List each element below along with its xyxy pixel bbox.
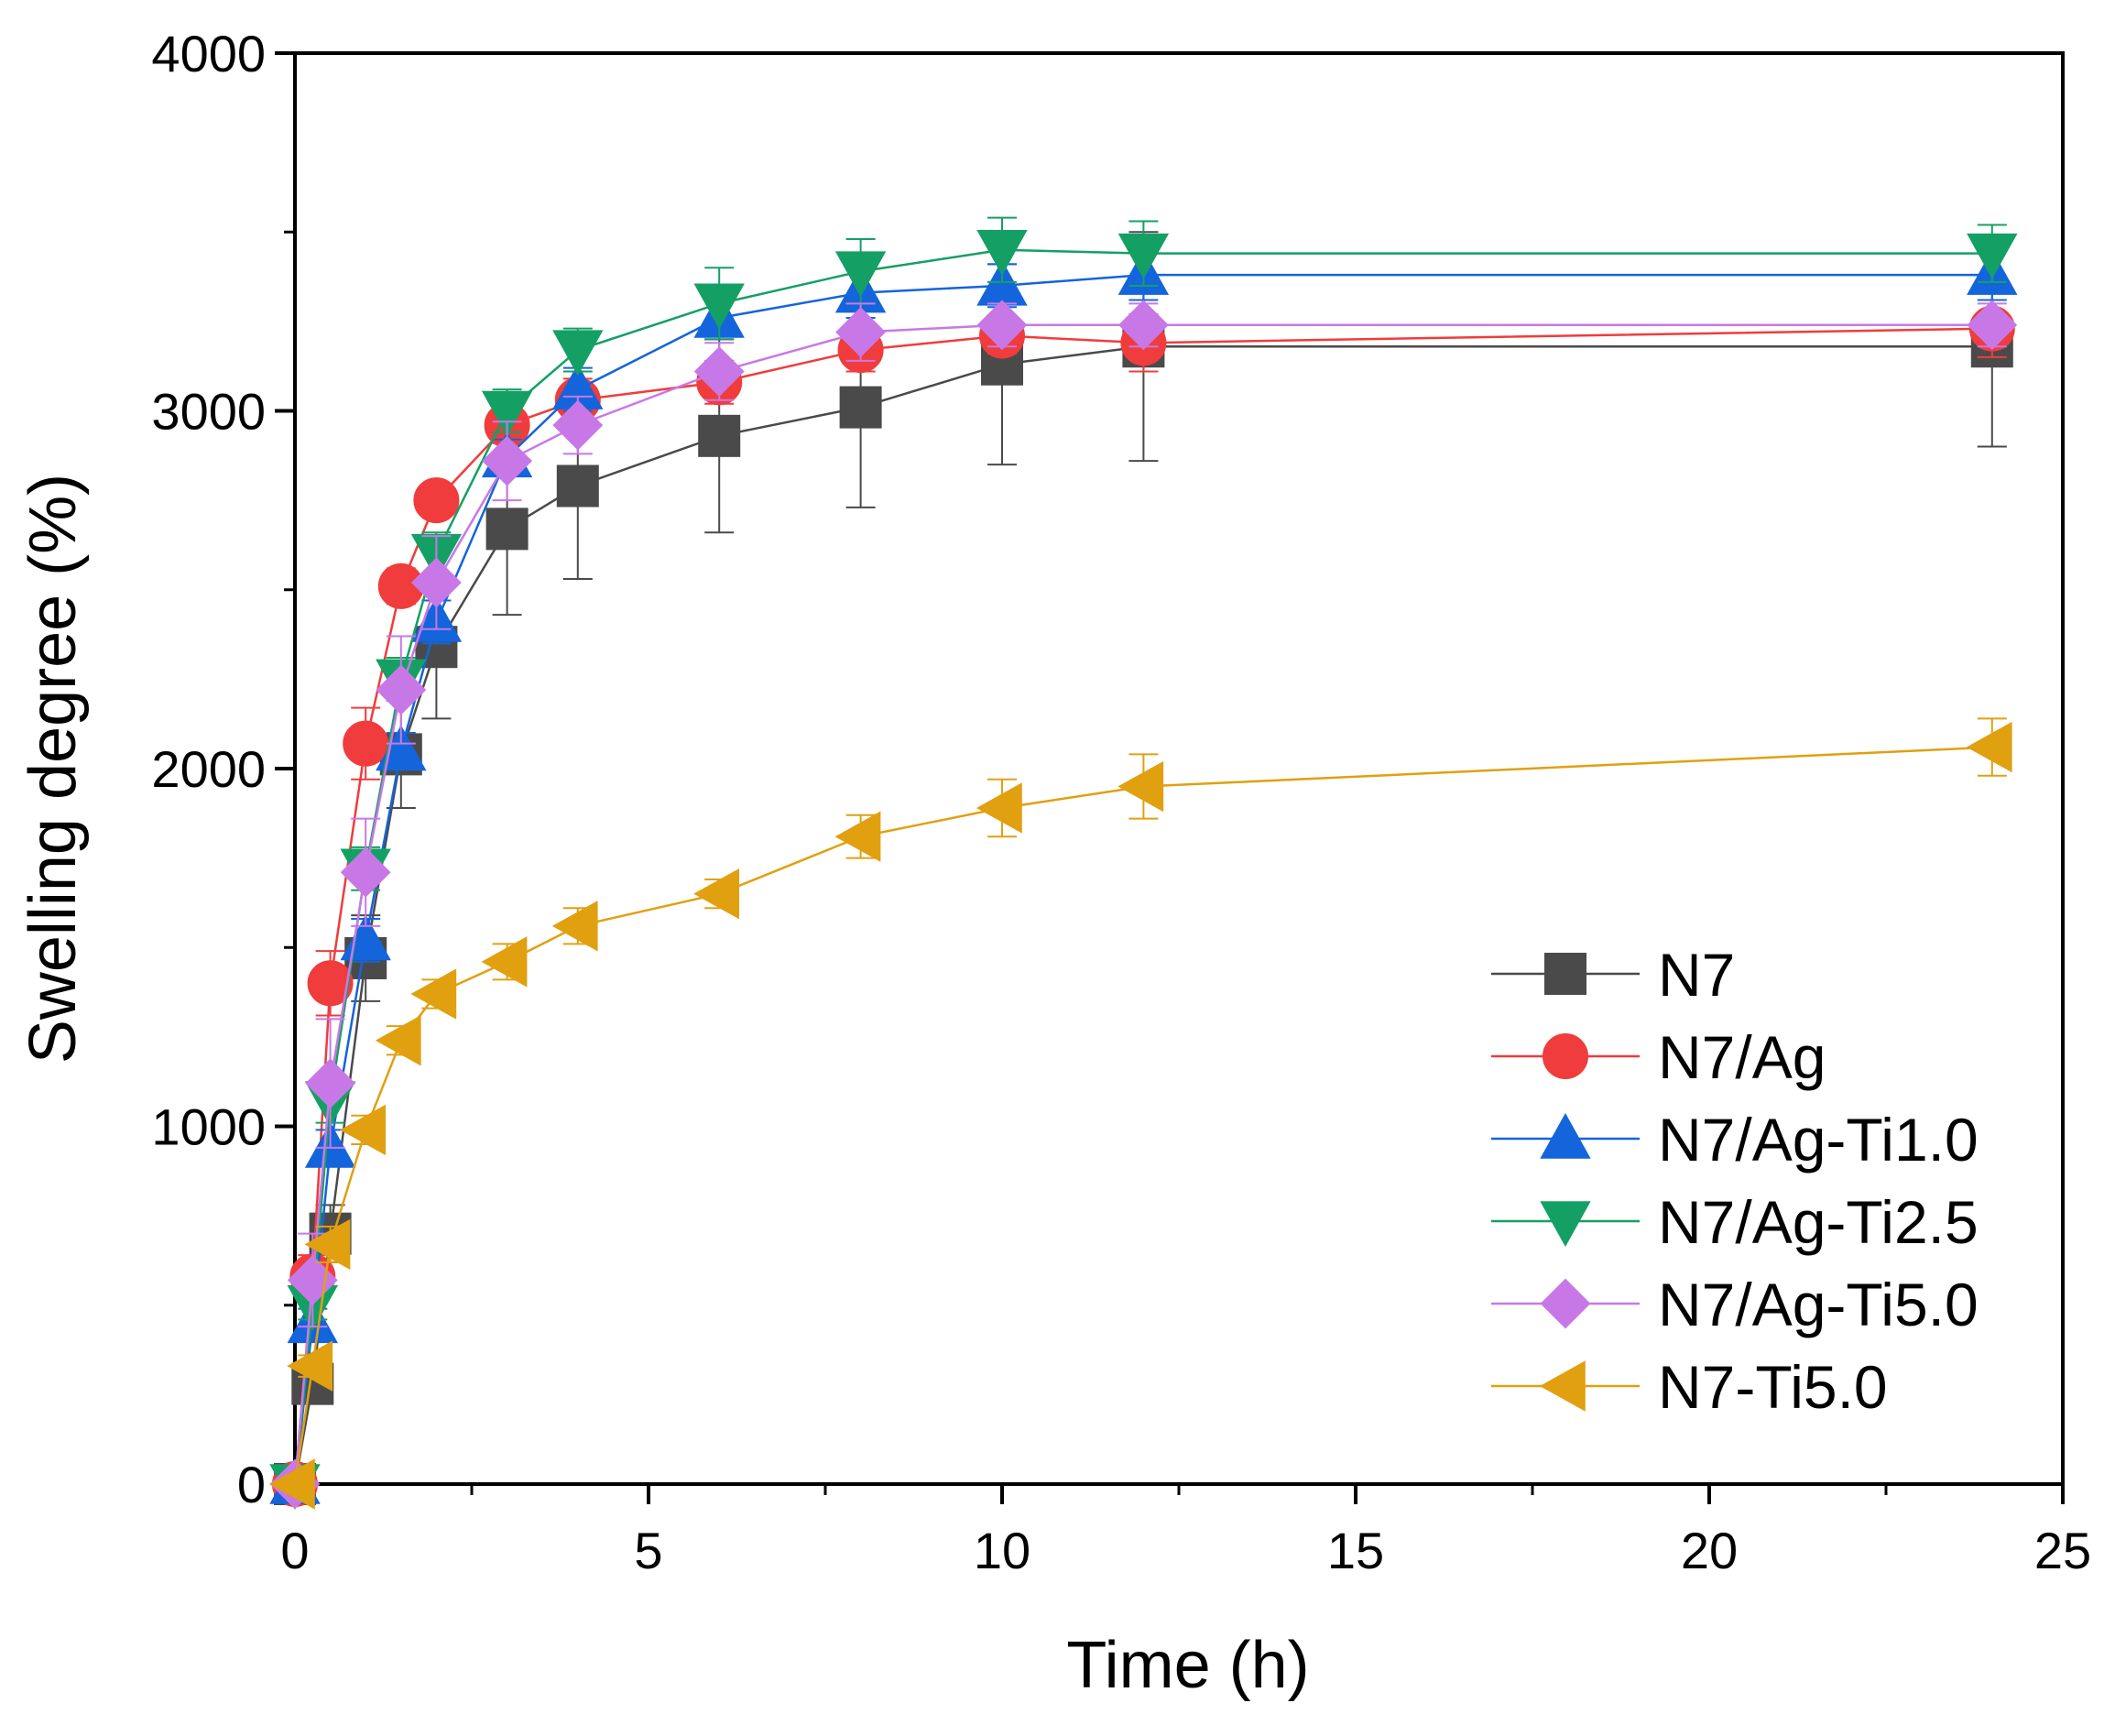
legend-marker bbox=[1543, 1033, 1588, 1079]
y-tick-label: 2000 bbox=[151, 740, 266, 798]
data-point bbox=[1967, 300, 2018, 351]
x-tick-label: 0 bbox=[280, 1522, 309, 1579]
legend: N7 N7/Ag N7/Ag-Ti1.0 N7/Ag-Ti2.5 N7/Ag-Ti5.0… bbox=[1491, 941, 1979, 1421]
data-point bbox=[1117, 300, 1169, 351]
legend-marker bbox=[1539, 1360, 1586, 1412]
data-point bbox=[693, 346, 745, 397]
data-point bbox=[551, 901, 598, 952]
legend-label: N7 bbox=[1658, 941, 1735, 1009]
y-axis-title: Swelling degree (%) bbox=[16, 474, 90, 1064]
data-point bbox=[552, 399, 604, 451]
data-point bbox=[698, 414, 741, 457]
x-tick-label: 10 bbox=[974, 1522, 1030, 1579]
data-point bbox=[287, 1340, 333, 1392]
data-point bbox=[340, 1104, 386, 1156]
data-point bbox=[976, 300, 1028, 351]
data-point bbox=[268, 1458, 315, 1510]
legend-label: N7/Ag-Ti1.0 bbox=[1658, 1106, 1979, 1174]
legend-item: N7/Ag-Ti1.0 bbox=[1491, 1106, 1979, 1174]
legend-item: N7/Ag-Ti5.0 bbox=[1491, 1271, 1979, 1338]
data-point bbox=[1117, 233, 1170, 279]
data-point bbox=[340, 846, 391, 898]
legend-label: N7/Ag-Ti2.5 bbox=[1658, 1188, 1979, 1256]
plot-frame bbox=[293, 51, 2065, 1486]
data-point bbox=[305, 1058, 356, 1109]
data-point bbox=[839, 386, 882, 429]
data-point bbox=[835, 307, 887, 358]
data-point bbox=[556, 464, 599, 508]
x-tick-label: 15 bbox=[1327, 1522, 1384, 1579]
y-tick-label: 3000 bbox=[151, 383, 266, 441]
data-point bbox=[693, 283, 745, 330]
y-tick-label: 0 bbox=[237, 1456, 266, 1513]
legend-label: N7/Ag bbox=[1658, 1023, 1826, 1091]
data-point bbox=[307, 960, 354, 1007]
legend-marker bbox=[1540, 1201, 1591, 1248]
data-point bbox=[976, 782, 1022, 834]
legend-item: N7/Ag bbox=[1491, 1023, 1826, 1091]
data-point bbox=[304, 1218, 351, 1271]
data-point bbox=[485, 508, 529, 551]
data-point bbox=[287, 1255, 338, 1305]
data-point bbox=[481, 390, 533, 437]
x-tick-label: 5 bbox=[634, 1522, 662, 1579]
legend-label: N7/Ag-Ti5.0 bbox=[1658, 1271, 1979, 1338]
data-point bbox=[482, 435, 533, 486]
data-point bbox=[410, 557, 462, 608]
data-point bbox=[834, 811, 881, 862]
data-point bbox=[481, 936, 528, 988]
data-point bbox=[1967, 233, 2018, 279]
y-tick-label: 1000 bbox=[151, 1098, 266, 1156]
x-axis-title: Time (h) bbox=[1066, 1629, 1309, 1702]
x-tick-label: 25 bbox=[2034, 1522, 2091, 1579]
legend-marker bbox=[1540, 1278, 1591, 1329]
x-tick-label: 20 bbox=[1681, 1522, 1738, 1579]
legend-item: N7-Ti5.0 bbox=[1491, 1353, 1888, 1421]
series-n7-ti5-0 bbox=[268, 717, 2012, 1510]
data-point bbox=[1966, 721, 2012, 773]
data-point bbox=[693, 868, 739, 920]
legend-marker bbox=[1540, 1112, 1591, 1159]
legend-label: N7-Ti5.0 bbox=[1658, 1353, 1888, 1421]
legend-item: N7/Ag-Ti2.5 bbox=[1491, 1188, 1979, 1256]
data-point bbox=[976, 229, 1028, 276]
data-point bbox=[375, 1015, 421, 1066]
legend-item: N7 bbox=[1491, 941, 1735, 1009]
data-point bbox=[834, 251, 887, 298]
data-point bbox=[413, 477, 460, 524]
data-point bbox=[410, 968, 457, 1020]
data-point bbox=[552, 330, 604, 377]
data-point bbox=[376, 664, 427, 715]
y-tick-label: 4000 bbox=[151, 25, 266, 82]
data-point bbox=[343, 720, 389, 767]
data-point bbox=[1117, 760, 1164, 813]
legend-marker bbox=[1544, 953, 1586, 995]
